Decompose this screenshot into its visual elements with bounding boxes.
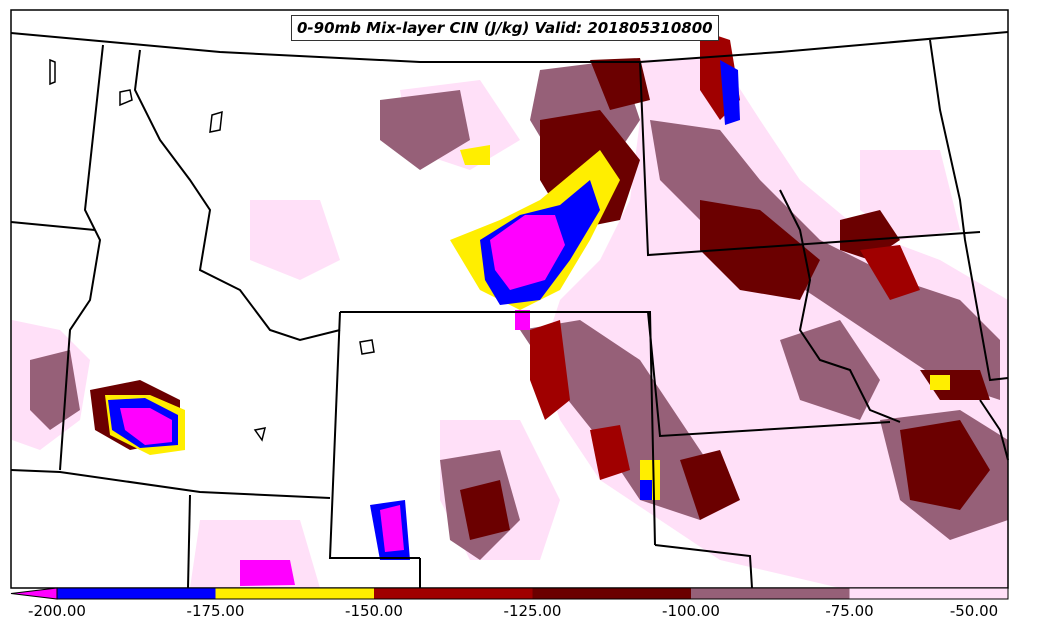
colorbar-tick-label: -150.00 [345,602,403,620]
colorbar-tick-label: -75.00 [825,602,874,620]
border-utah [187,494,191,589]
colorbar [10,587,1009,600]
border-wa-or [10,221,96,231]
border-river-mn [779,189,901,423]
border-ia [979,399,1009,461]
colorbar-bin [215,588,374,599]
colorbar-tick-label: -175.00 [186,602,245,620]
border-nd-sd [639,61,981,257]
border-ne-ks [654,544,753,589]
border-idaho-west [59,44,104,471]
lake-outline [49,58,56,86]
cin-red-areas [530,30,920,480]
colorbar-extend-triangle [10,587,58,600]
boundaries [10,31,1009,589]
lakes [49,58,375,442]
border-wyoming-west [328,311,420,559]
cin-magenta-areas [120,215,565,586]
lake-outline [209,110,223,133]
border-sd-ne [647,311,891,438]
border-wyoming [340,311,656,546]
lake-outline [253,427,267,442]
colorbar-tick-label: -50.00 [949,602,999,620]
lake-outline [359,339,375,355]
colorbar-bin [57,588,216,599]
colorbar-tick-label: -200.00 [28,602,86,620]
colorbar-tick-label: -125.00 [503,602,562,620]
colorbar-frame [56,587,1009,600]
colorbar-bin [849,588,1008,599]
colorbar-tick-label: -100.00 [662,602,720,620]
border-mn [929,39,1009,382]
cin-field [12,30,1008,588]
colorbar-bin [374,588,533,599]
lake-outline [119,89,133,107]
colorbar-bin [532,588,691,599]
border-canada [10,31,1009,63]
map-title: 0-90mb Mix-layer CIN (J/kg) Valid: 20180… [291,15,719,41]
border-nevada-oregon [10,469,331,499]
border-idaho-montana [133,49,341,342]
colorbar-bin [691,588,850,599]
